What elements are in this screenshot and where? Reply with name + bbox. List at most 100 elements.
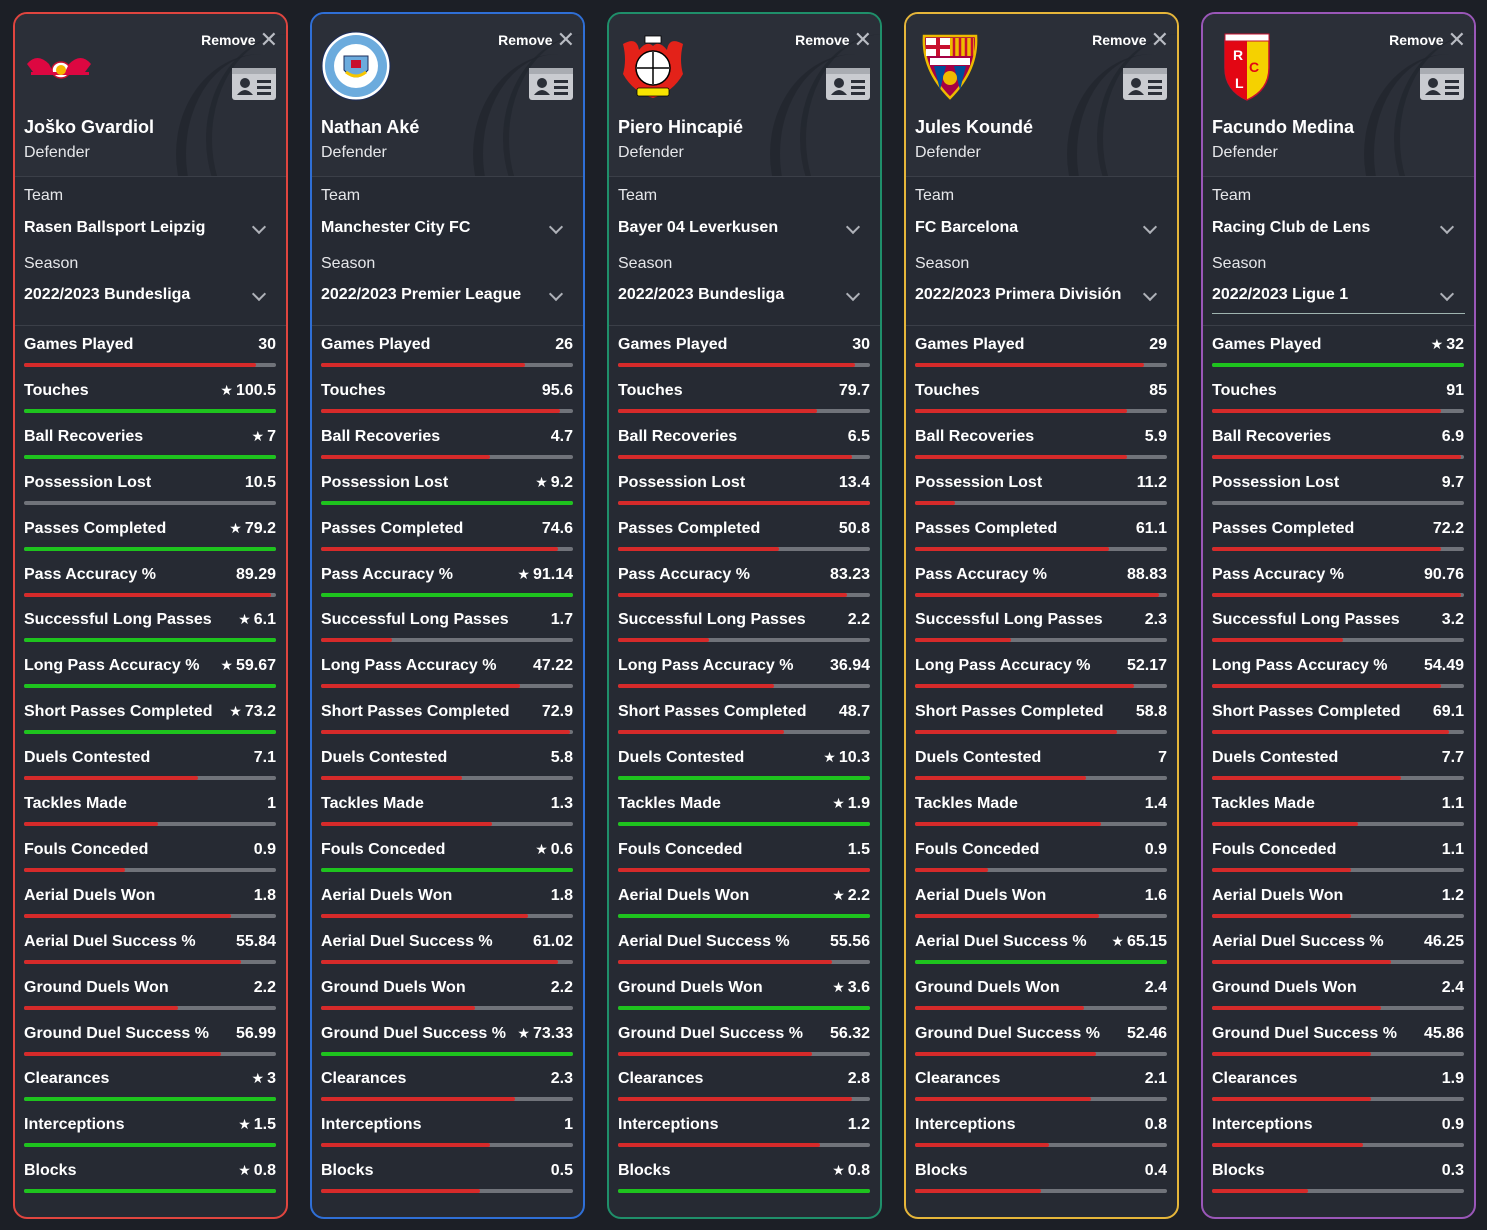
close-icon[interactable]: ✕: [1150, 27, 1169, 52]
chevron-down-icon[interactable]: [1142, 219, 1158, 235]
stat-label: Possession Lost: [321, 474, 449, 491]
chevron-down-icon[interactable]: [845, 286, 861, 302]
stat-value-wrap: 26: [555, 336, 573, 354]
close-icon[interactable]: ✕: [556, 27, 575, 52]
chevron-down-icon[interactable]: [1142, 286, 1158, 302]
stat-bar-track: [618, 1052, 870, 1056]
stat-value: 95.6: [541, 382, 573, 399]
stat-value: 30: [258, 336, 276, 353]
stat-bar-fill: [1212, 363, 1464, 367]
stat-label: Ball Recoveries: [24, 428, 144, 445]
stat-value: 11.2: [1136, 474, 1167, 491]
stat-value-wrap: 7.7: [1442, 749, 1464, 767]
player-name: Nathan Aké: [321, 117, 420, 137]
star-icon: ★: [220, 382, 233, 398]
stat-bar-fill: [915, 1189, 1041, 1193]
stat-value-wrap: 58.8: [1136, 703, 1167, 721]
stat-bar-track: [618, 1097, 870, 1101]
stat-value-wrap: 1.3: [551, 795, 573, 813]
stat-label: Possession Lost: [24, 474, 152, 491]
stat-bar-fill: [618, 409, 818, 413]
stat-label: Interceptions: [321, 1116, 422, 1133]
stat-row: Passes Completed 61.1: [915, 510, 1167, 556]
stat-bar-fill: [24, 409, 276, 413]
stat-row: Touches 79.7: [618, 372, 870, 418]
player-profile-card-icon[interactable]: [1122, 67, 1168, 101]
stat-bar-fill: [1212, 593, 1462, 597]
stat-bar-track: [618, 593, 870, 597]
chevron-down-icon[interactable]: [1439, 286, 1455, 302]
stat-bar-fill: [1212, 1143, 1364, 1147]
stat-value: 0.5: [550, 1162, 573, 1179]
stat-bar-fill: [618, 363, 855, 367]
stat-value-wrap: 1.6: [1145, 887, 1167, 905]
stat-bar-track: [24, 363, 276, 367]
stat-value: 47.22: [532, 657, 573, 674]
stat-bar-track: [1212, 409, 1464, 413]
stat-label: Aerial Duels Won: [24, 887, 156, 904]
stat-value-wrap: 52.17: [1127, 657, 1167, 675]
stat-bar-fill: [24, 960, 241, 964]
stat-value-wrap: 85: [1149, 382, 1167, 400]
stat-label: Possession Lost: [618, 474, 746, 491]
team-value: Bayer 04 Leverkusen: [618, 219, 779, 236]
chevron-down-icon[interactable]: [548, 286, 564, 302]
stat-value: 56.32: [829, 1025, 870, 1042]
stat-label: Games Played: [1212, 336, 1322, 353]
stat-label: Interceptions: [24, 1116, 125, 1133]
stat-label: Successful Long Passes: [321, 611, 509, 628]
player-profile-card-icon[interactable]: [825, 67, 871, 101]
remove-button[interactable]: Remove ✕: [201, 27, 278, 52]
stat-value: 72.9: [541, 703, 573, 720]
close-icon[interactable]: ✕: [853, 27, 872, 52]
stat-value: 3.2: [1441, 611, 1464, 628]
remove-button[interactable]: Remove ✕: [498, 27, 575, 52]
stat-bar-fill: [1212, 960, 1391, 964]
stat-value: 0.9: [253, 841, 276, 858]
player-profile-card-icon[interactable]: [231, 67, 277, 101]
chevron-down-icon[interactable]: [1439, 219, 1455, 235]
chevron-down-icon[interactable]: [845, 219, 861, 235]
remove-button[interactable]: Remove ✕: [1092, 27, 1169, 52]
team-value: Manchester City FC: [321, 219, 471, 236]
close-icon[interactable]: ✕: [259, 27, 278, 52]
stat-bar-fill: [1212, 1052, 1371, 1056]
remove-button[interactable]: Remove ✕: [1389, 27, 1466, 52]
chevron-down-icon[interactable]: [251, 286, 267, 302]
season-value: 2022/2023 Bundesliga: [24, 286, 191, 303]
player-profile-card-icon[interactable]: [528, 67, 574, 101]
stat-value: 91.14: [532, 566, 573, 583]
stat-row: Fouls Conceded 1.5: [618, 831, 870, 877]
stat-label: Possession Lost: [1212, 474, 1340, 491]
stat-bar-fill: [915, 914, 1099, 918]
stat-bar-track: [1212, 638, 1464, 642]
chevron-down-icon[interactable]: [251, 219, 267, 235]
stat-bar-fill: [1212, 409, 1442, 413]
stat-bar-track: [1212, 593, 1464, 597]
stat-bar-fill: [1212, 684, 1442, 688]
player-profile-card-icon[interactable]: [1419, 67, 1465, 101]
stat-value: 7.7: [1441, 749, 1464, 766]
stat-row: Pass Accuracy % 83.23: [618, 556, 870, 602]
stat-value-wrap: 2.8: [848, 1070, 870, 1088]
stat-value-wrap: 90.76: [1424, 566, 1464, 584]
chevron-down-icon[interactable]: [548, 219, 564, 235]
stat-value: 73.2: [244, 703, 276, 720]
stat-value-wrap: 5.8: [551, 749, 573, 767]
stat-label: Ground Duel Success %: [915, 1025, 1100, 1042]
stat-bar-track: [618, 776, 870, 780]
stat-value: 1.9: [1441, 1070, 1464, 1087]
stat-bar-fill: [618, 914, 870, 918]
season-label: Season: [24, 255, 79, 272]
stat-bar-fill: [618, 501, 870, 505]
stat-label: Aerial Duels Won: [915, 887, 1047, 904]
star-icon: ★: [229, 520, 242, 536]
close-icon[interactable]: ✕: [1447, 27, 1466, 52]
stat-row: Long Pass Accuracy % 47.22: [321, 647, 573, 693]
stat-row: Passes Completed 72.2: [1212, 510, 1464, 556]
stat-label: Touches: [1212, 382, 1277, 399]
stat-row: Games Played 26: [321, 326, 573, 372]
remove-button[interactable]: Remove ✕: [795, 27, 872, 52]
stat-value-wrap: ★ 9.2: [535, 474, 573, 492]
stat-value: 3: [267, 1070, 276, 1087]
